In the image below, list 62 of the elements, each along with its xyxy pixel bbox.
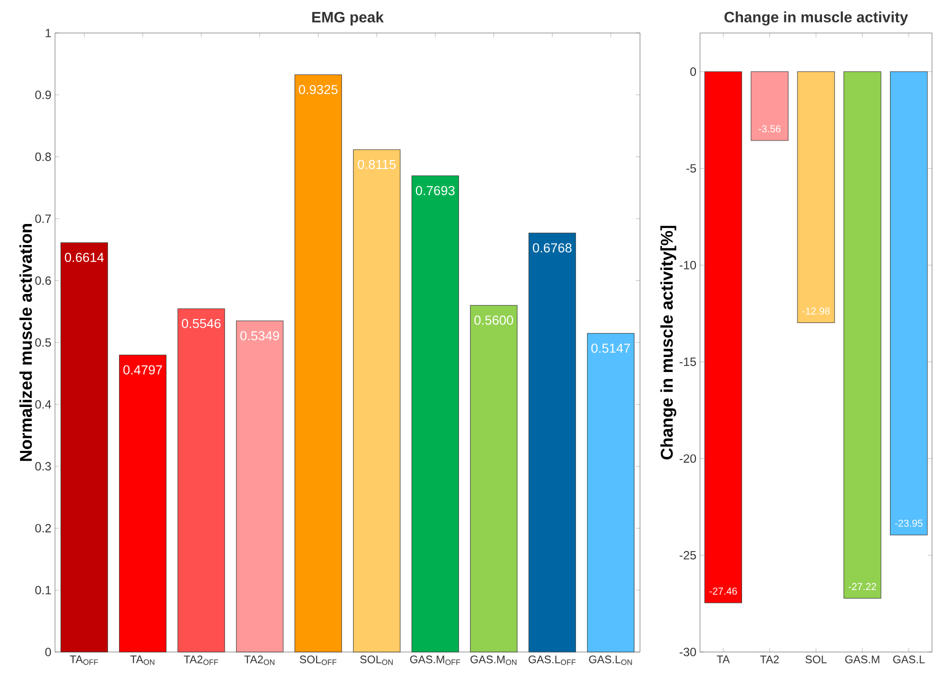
x-tick-label: GAS.L <box>893 656 925 664</box>
x-tick-label: SOL <box>806 656 827 664</box>
y-tick-label: 0.5 <box>35 338 51 347</box>
y-tick-label: 0.4 <box>35 400 52 409</box>
y-tick-label: 0.6 <box>35 276 51 285</box>
chart-title: Change in muscle activity <box>724 11 908 26</box>
x-tick-label: GAS.L$_{ON}$ <box>589 656 632 665</box>
x-tick-label: TA2 <box>760 656 779 664</box>
x-tick-label: SOL$_{ON}$ <box>360 656 393 665</box>
bar <box>470 305 518 652</box>
data-label: 0.4797 <box>123 365 162 374</box>
y-tick-label: 1 <box>46 28 51 38</box>
bar <box>60 242 108 652</box>
x-tick-label: GAS.L$_{OFF}$ <box>528 656 576 665</box>
x-tick-label: GAS.M$_{ON}$ <box>470 656 516 665</box>
y-tick-label: -10 <box>680 260 696 270</box>
data-label: 0.7693 <box>416 186 455 196</box>
y-tick-label: -5 <box>686 164 696 173</box>
data-label: -3.56 <box>758 125 781 132</box>
data-label: -27.46 <box>709 588 737 595</box>
y-tick-label: 0 <box>45 648 52 656</box>
bar <box>412 176 459 652</box>
x-tick-label: SOL$_{OFF}$ <box>300 656 336 665</box>
bar <box>178 308 225 652</box>
x-tick-label: TA2$_{OFF}$ <box>184 656 218 665</box>
y-axis-title: Change in muscle activity[%] <box>660 226 676 460</box>
x-tick-label: GAS.M$_{OFF}$ <box>410 656 460 665</box>
x-tick-label: TA$_{OFF}$ <box>70 656 98 665</box>
data-label: 0.6768 <box>532 243 572 252</box>
data-label: 0.6614 <box>64 252 104 262</box>
y-tick-label: 0.2 <box>35 524 51 532</box>
y-tick-label: -20 <box>680 454 696 463</box>
data-label: 0.5147 <box>591 344 630 353</box>
y-tick-label: 0.8 <box>35 152 51 162</box>
bar <box>119 354 166 652</box>
data-label: 0.9325 <box>298 84 338 94</box>
bar <box>294 74 342 652</box>
x-tick-label: TA2$_{ON}$ <box>244 656 274 665</box>
y-tick-label: 0.9 <box>35 90 51 100</box>
data-label: -23.95 <box>895 520 923 527</box>
y-tick-label: -30 <box>680 648 696 656</box>
x-tick-label: GAS.M <box>845 656 880 664</box>
y-axis-title: Normalized muscle activation <box>19 224 32 461</box>
y-tick-label: 0.1 <box>35 586 51 594</box>
data-label: -12.98 <box>802 307 830 315</box>
data-label: 0.5600 <box>474 316 514 325</box>
x-tick-label: TA <box>716 656 730 664</box>
data-label: -27.22 <box>848 583 876 590</box>
y-tick-label: -25 <box>680 551 696 560</box>
chart-title: EMG peak <box>312 11 384 26</box>
y-tick-label: 0.3 <box>35 462 51 471</box>
data-label: 0.5349 <box>240 331 280 340</box>
bar <box>353 149 400 652</box>
bar <box>528 232 576 652</box>
bar <box>236 320 284 652</box>
x-tick-label: TA$_{ON}$ <box>130 656 154 665</box>
data-label: 0.5546 <box>182 318 221 328</box>
data-label: 0.8115 <box>358 160 396 170</box>
bar <box>587 333 634 652</box>
y-tick-label: -15 <box>680 358 696 366</box>
y-tick-label: 0 <box>690 67 696 76</box>
y-tick-label: 0.7 <box>35 214 51 223</box>
